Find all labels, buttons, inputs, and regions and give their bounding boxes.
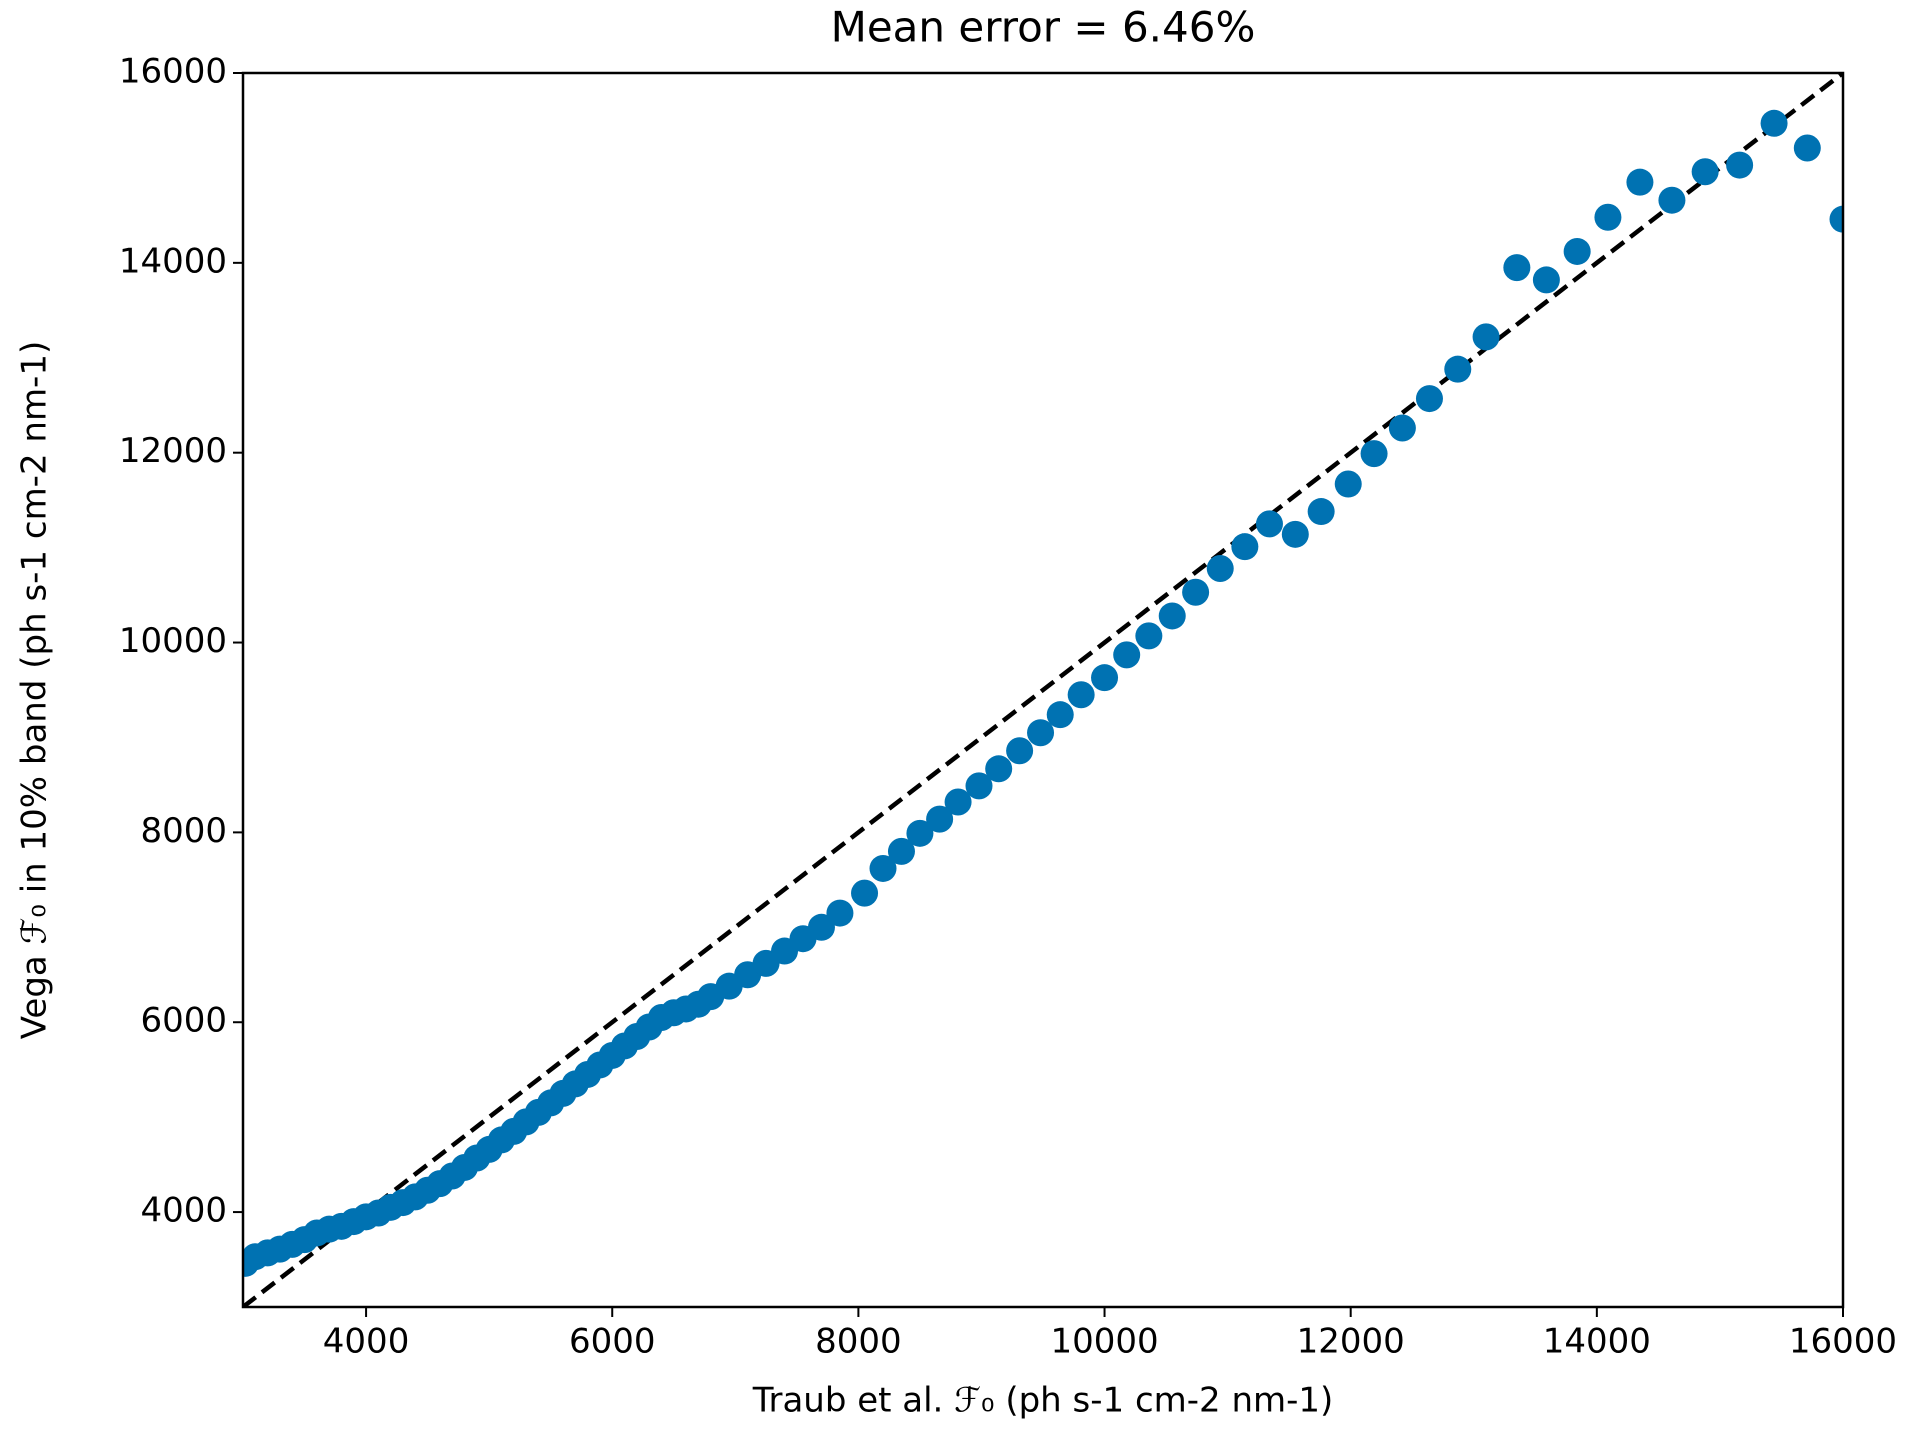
- x-tick-label: 8000: [815, 1322, 902, 1362]
- point: [965, 772, 993, 800]
- point: [1135, 622, 1163, 650]
- y-axis-label: Vega ℱ₀ in 10% band (ph s-1 cm-2 nm-1): [15, 341, 55, 1039]
- x-tick-label: 10000: [1050, 1322, 1158, 1362]
- point: [1006, 737, 1034, 765]
- axes-frame: [241, 71, 1845, 1309]
- point: [1360, 440, 1388, 468]
- point: [1206, 554, 1234, 582]
- point: [1158, 602, 1186, 630]
- point: [1532, 266, 1560, 294]
- point: [1255, 510, 1283, 538]
- point: [1027, 719, 1055, 747]
- point: [869, 854, 897, 882]
- point: [887, 837, 915, 865]
- x-tick-label: 14000: [1543, 1322, 1651, 1362]
- y-tick-label: 16000: [119, 52, 227, 92]
- point: [1067, 681, 1095, 709]
- point: [1388, 414, 1416, 442]
- point: [1334, 470, 1362, 498]
- point: [1444, 355, 1472, 383]
- point: [1091, 664, 1119, 692]
- point: [1760, 109, 1788, 137]
- point: [826, 899, 854, 927]
- point: [926, 805, 954, 833]
- identity-line: [243, 73, 1843, 1307]
- point: [1626, 168, 1654, 196]
- point: [1726, 151, 1754, 179]
- x-tick-label: 16000: [1789, 1322, 1897, 1362]
- x-axis-label: Traub et al. ℱ₀ (ph s-1 cm-2 nm-1): [752, 1381, 1334, 1421]
- point: [906, 819, 934, 847]
- point: [1563, 237, 1591, 265]
- point: [1658, 186, 1686, 214]
- x-tick-label: 12000: [1297, 1322, 1405, 1362]
- y-tick-label: 14000: [119, 241, 227, 281]
- point: [1046, 701, 1074, 729]
- point: [944, 788, 972, 816]
- point: [851, 879, 879, 907]
- point: [985, 755, 1013, 783]
- point: [1415, 385, 1443, 413]
- point: [1503, 254, 1531, 282]
- point: [1281, 520, 1309, 548]
- point: [1182, 578, 1210, 606]
- point: [1829, 205, 1843, 233]
- y-tick-label: 8000: [140, 811, 227, 851]
- point: [1691, 158, 1719, 186]
- point: [1231, 533, 1259, 561]
- point: [807, 913, 835, 941]
- x-tick-label: 6000: [569, 1322, 656, 1362]
- y-tick-label: 4000: [140, 1191, 227, 1231]
- y-tick-label: 10000: [119, 621, 227, 661]
- point: [1793, 134, 1821, 162]
- chart-title: Mean error = 6.46%: [831, 3, 1256, 52]
- point: [1307, 498, 1335, 526]
- point: [1472, 323, 1500, 351]
- plot-area: [243, 73, 1843, 1307]
- y-tick-label: 12000: [119, 431, 227, 471]
- point: [1594, 203, 1622, 231]
- x-tick-label: 4000: [323, 1322, 410, 1362]
- y-tick-label: 6000: [140, 1001, 227, 1041]
- point: [1113, 641, 1141, 669]
